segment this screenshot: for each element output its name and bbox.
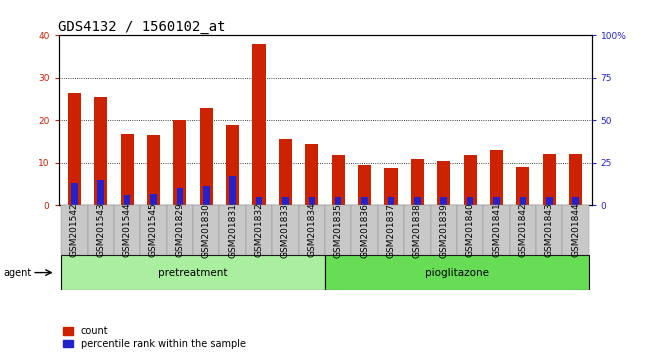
- Text: GSM201837: GSM201837: [387, 202, 395, 258]
- Bar: [516, 167, 530, 205]
- Text: GSM201841: GSM201841: [492, 203, 501, 257]
- Text: GSM201830: GSM201830: [202, 202, 211, 258]
- Text: pretreatment: pretreatment: [159, 268, 228, 278]
- Bar: [71, 183, 77, 205]
- Text: GDS4132 / 1560102_at: GDS4132 / 1560102_at: [58, 21, 226, 34]
- Bar: [493, 197, 500, 205]
- Bar: [309, 197, 315, 205]
- Text: GSM201545: GSM201545: [149, 203, 158, 257]
- Text: GSM201843: GSM201843: [545, 203, 554, 257]
- Bar: [569, 154, 582, 205]
- Text: GSM201840: GSM201840: [465, 203, 474, 257]
- Text: GSM201832: GSM201832: [255, 203, 263, 257]
- Bar: [335, 197, 341, 205]
- Bar: [437, 161, 450, 205]
- Bar: [147, 135, 160, 205]
- Text: GSM201842: GSM201842: [519, 203, 527, 257]
- Bar: [150, 194, 157, 205]
- Legend: count, percentile rank within the sample: count, percentile rank within the sample: [63, 326, 246, 349]
- Text: agent: agent: [3, 268, 31, 278]
- Bar: [384, 168, 398, 205]
- Bar: [573, 197, 579, 205]
- Bar: [203, 186, 209, 205]
- Bar: [68, 93, 81, 205]
- Text: GSM201833: GSM201833: [281, 202, 290, 258]
- Bar: [441, 197, 447, 205]
- Bar: [414, 197, 421, 205]
- Text: GSM201544: GSM201544: [123, 203, 131, 257]
- Bar: [361, 197, 368, 205]
- Bar: [467, 197, 473, 205]
- Text: GSM201543: GSM201543: [96, 203, 105, 257]
- Text: GSM201838: GSM201838: [413, 202, 422, 258]
- Bar: [358, 165, 371, 205]
- Bar: [325, 255, 589, 290]
- Bar: [543, 154, 556, 205]
- Text: GSM201542: GSM201542: [70, 203, 79, 257]
- Text: pioglitazone: pioglitazone: [425, 268, 489, 278]
- Bar: [174, 120, 187, 205]
- Bar: [124, 195, 131, 205]
- Text: GSM201839: GSM201839: [439, 202, 448, 258]
- Bar: [282, 197, 289, 205]
- Bar: [490, 150, 503, 205]
- Bar: [177, 188, 183, 205]
- Bar: [98, 180, 104, 205]
- Text: GSM201844: GSM201844: [571, 203, 580, 257]
- Bar: [463, 155, 476, 205]
- Bar: [519, 197, 526, 205]
- Bar: [120, 134, 134, 205]
- Bar: [279, 139, 292, 205]
- Bar: [255, 197, 263, 205]
- Bar: [200, 108, 213, 205]
- Bar: [61, 255, 325, 290]
- Bar: [306, 144, 318, 205]
- Bar: [387, 197, 395, 205]
- Text: GSM201831: GSM201831: [228, 202, 237, 258]
- Text: GSM201836: GSM201836: [360, 202, 369, 258]
- Text: GSM201835: GSM201835: [333, 202, 343, 258]
- Bar: [332, 155, 344, 205]
- Bar: [229, 176, 236, 205]
- Bar: [226, 125, 239, 205]
- Text: GSM201834: GSM201834: [307, 203, 317, 257]
- Text: GSM201829: GSM201829: [176, 203, 185, 257]
- Bar: [94, 97, 107, 205]
- Bar: [546, 197, 552, 205]
- Bar: [252, 44, 266, 205]
- Bar: [411, 159, 424, 205]
